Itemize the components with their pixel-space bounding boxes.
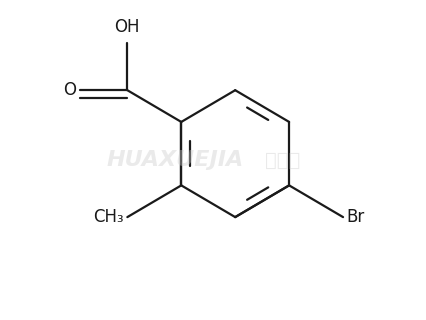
Text: 化学加: 化学加	[265, 150, 300, 170]
Text: CH₃: CH₃	[94, 208, 124, 226]
Text: OH: OH	[115, 18, 140, 36]
Text: Br: Br	[346, 208, 365, 226]
Text: HUAXUEJIA: HUAXUEJIA	[106, 150, 244, 170]
Text: O: O	[63, 81, 77, 99]
